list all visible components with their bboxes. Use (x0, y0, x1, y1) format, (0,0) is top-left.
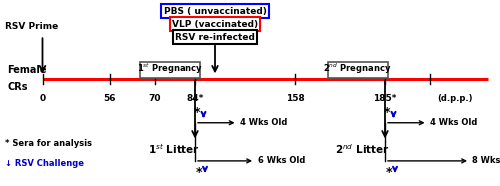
Text: 158: 158 (286, 94, 304, 103)
Text: ↓ RSV Challenge: ↓ RSV Challenge (5, 159, 84, 168)
Text: *: * (385, 166, 392, 179)
Text: PBS ( unvaccinated): PBS ( unvaccinated) (164, 7, 266, 16)
Text: RSV re-infected: RSV re-infected (175, 33, 255, 42)
Text: 1$^{st}$ Pregnancy: 1$^{st}$ Pregnancy (137, 61, 203, 76)
Text: 2$^{nd}$ Litter: 2$^{nd}$ Litter (335, 142, 390, 156)
Text: * Sera for analysis: * Sera for analysis (5, 139, 92, 148)
Text: Female: Female (8, 65, 47, 75)
Text: 84*: 84* (186, 94, 204, 103)
Text: 4 Wks Old: 4 Wks Old (430, 118, 478, 127)
Text: *: * (195, 166, 202, 179)
Text: (d.p.p.): (d.p.p.) (438, 94, 473, 103)
Text: VLP (vaccinated): VLP (vaccinated) (172, 20, 258, 29)
Text: 0: 0 (40, 94, 46, 103)
Text: 8 Wks Old: 8 Wks Old (472, 156, 500, 165)
Text: 185*: 185* (373, 94, 397, 103)
Text: 1$^{st}$ Litter: 1$^{st}$ Litter (148, 142, 200, 156)
FancyBboxPatch shape (140, 62, 200, 78)
Text: 2$^{nd}$ Pregnancy: 2$^{nd}$ Pregnancy (324, 61, 392, 76)
Text: CRs: CRs (8, 82, 28, 92)
Text: 70: 70 (149, 94, 161, 103)
Text: RSV Prime: RSV Prime (5, 23, 58, 31)
Text: *: * (194, 106, 201, 119)
FancyBboxPatch shape (328, 62, 388, 78)
Text: *: * (384, 106, 391, 119)
Text: 6 Wks Old: 6 Wks Old (258, 156, 305, 165)
Text: 4 Wks Old: 4 Wks Old (240, 118, 288, 127)
Text: 56: 56 (104, 94, 116, 103)
